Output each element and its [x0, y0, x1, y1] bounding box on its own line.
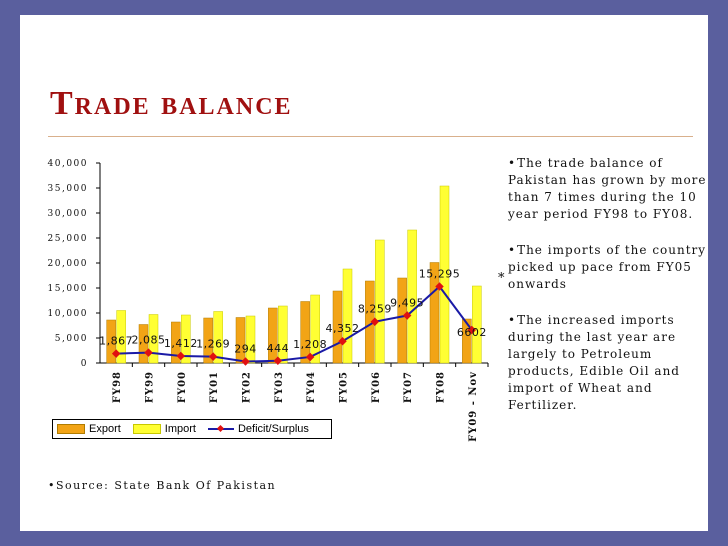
- legend-label-export: Export: [89, 423, 121, 435]
- legend-label-import: Import: [164, 423, 196, 435]
- bar-export: [300, 301, 310, 364]
- y-tick-label: 25,000: [48, 234, 89, 244]
- x-tick-label: FY01: [209, 371, 220, 403]
- x-tick-label: FY99: [145, 371, 156, 403]
- y-tick-label: 30,000: [48, 209, 89, 219]
- bar-import: [375, 239, 385, 364]
- deficit-marker: [208, 352, 218, 361]
- bar-import: [213, 311, 223, 364]
- x-tick-label: FY00: [177, 371, 188, 403]
- deficit-line: [116, 285, 473, 363]
- bar-export: [268, 307, 278, 364]
- x-tick-label: FY03: [274, 371, 285, 403]
- data-label: 2,085: [132, 334, 166, 347]
- y-tick-label: 20,000: [48, 259, 89, 269]
- deficit-marker: [273, 356, 283, 366]
- legend-swatch-export: [57, 424, 85, 434]
- x-tick-label: FY05: [339, 371, 350, 403]
- y-tick-label: 40,000: [48, 159, 89, 169]
- bar-export: [429, 262, 440, 364]
- bullet-text: The trade balance of Pakistan has grown …: [508, 156, 707, 221]
- deficit-marker: [176, 351, 186, 361]
- bar-export: [203, 317, 213, 364]
- data-label: 6602: [457, 326, 487, 339]
- data-label: 8,259: [358, 303, 392, 316]
- deficit-marker: [467, 325, 477, 335]
- bullet-text: The increased imports during the last ye…: [508, 313, 680, 412]
- bar-import: [472, 285, 482, 364]
- y-tick-label: 0: [81, 359, 88, 369]
- bar-export: [397, 277, 407, 364]
- legend-item-export: Export: [57, 423, 121, 435]
- y-tick-label: 35,000: [48, 184, 89, 194]
- bullet-item: •The increased imports during the last y…: [508, 313, 680, 412]
- data-label: 1,867: [99, 335, 133, 348]
- data-label: 1,269: [196, 338, 230, 351]
- data-label: 1,208: [293, 338, 327, 351]
- slide: Trade balance * •The trade balance of Pa…: [20, 15, 708, 531]
- source-text: Source: State Bank Of Pakistan: [56, 479, 277, 492]
- data-label: 15,295: [419, 268, 461, 281]
- legend-item-import: Import: [132, 423, 196, 435]
- bullet-item: •The trade balance of Pakistan has grown…: [508, 156, 707, 221]
- bar-export: [138, 324, 149, 364]
- deficit-marker: [305, 352, 315, 362]
- bar-export: [332, 290, 343, 364]
- x-tick-label: FY06: [371, 371, 382, 403]
- y-tick-label: 10,000: [48, 309, 89, 319]
- y-tick-label: 15,000: [48, 284, 89, 294]
- deficit-marker: [111, 349, 121, 358]
- data-label: 294: [234, 343, 257, 356]
- bullet-list: •The trade balance of Pakistan has grown…: [508, 155, 708, 433]
- deficit-marker: [435, 282, 444, 291]
- bar-import: [407, 229, 417, 364]
- bullet-item: •The imports of the country picked up pa…: [508, 243, 707, 291]
- title-rule: [48, 136, 693, 137]
- bar-import: [245, 315, 256, 364]
- bullet-text: The imports of the country picked up pac…: [508, 243, 707, 291]
- x-tick-label: FY09 - Nov: [468, 371, 479, 442]
- bar-import: [181, 314, 191, 364]
- bar-export: [235, 317, 246, 364]
- data-label: 1,412: [164, 337, 198, 350]
- data-label: 9,495: [390, 297, 424, 310]
- legend-line-icon: [207, 425, 234, 433]
- data-label: 444: [267, 342, 290, 355]
- x-tick-label: FY08: [436, 371, 447, 403]
- y-tick-label: 5,000: [55, 334, 88, 344]
- deficit-marker: [144, 348, 153, 357]
- bar-import: [278, 305, 288, 364]
- bar-export: [171, 321, 181, 364]
- legend-label-deficit: Deficit/Surplus: [237, 423, 309, 435]
- bar-import: [116, 310, 126, 364]
- legend-item-deficit: Deficit/Surplus: [207, 423, 309, 435]
- deficit-marker: [402, 311, 412, 320]
- x-tick-label: FY04: [306, 371, 317, 403]
- bar-import: [342, 268, 353, 364]
- bar-export: [106, 319, 116, 364]
- chart-legend: Export Import Deficit/Surplus: [52, 419, 332, 439]
- bar-import: [148, 314, 159, 364]
- legend-swatch-import: [132, 424, 161, 434]
- data-label: 4,352: [326, 322, 360, 335]
- x-tick-label: FY02: [242, 371, 253, 403]
- stray-asterisk: *: [498, 271, 505, 286]
- bar-export: [462, 318, 472, 364]
- x-tick-label: FY07: [403, 371, 414, 403]
- slide-title: Trade balance: [50, 85, 293, 122]
- deficit-marker: [370, 317, 380, 326]
- deficit-marker: [338, 336, 347, 346]
- source-note: •Source: State Bank Of Pakistan: [48, 479, 277, 492]
- bar-import: [439, 185, 450, 364]
- bar-import: [310, 294, 320, 364]
- x-tick-label: FY98: [112, 371, 123, 403]
- deficit-marker: [241, 357, 250, 366]
